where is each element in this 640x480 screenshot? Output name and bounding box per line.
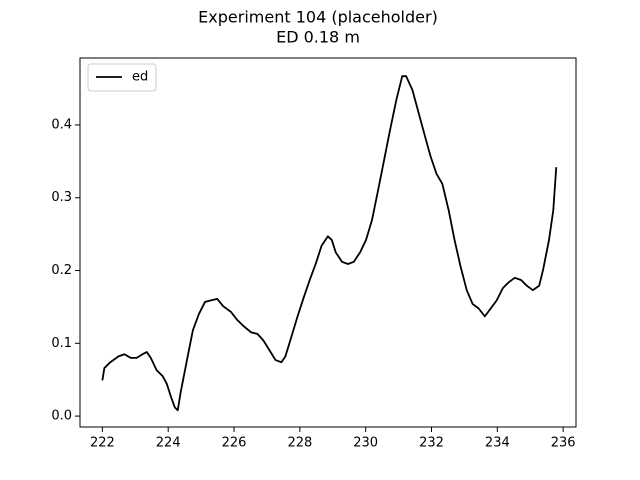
x-tick-label: 236 (551, 436, 576, 451)
x-tick-label: 230 (353, 436, 378, 451)
x-tick-label: 234 (485, 436, 510, 451)
axes-frame (79, 57, 577, 428)
data-line (101, 75, 558, 412)
legend-label: ed (132, 70, 148, 85)
y-tick-label: 0.3 (51, 190, 72, 205)
x-tick-label: 222 (90, 436, 115, 451)
chart-subtitle: ED 0.18 m (276, 28, 360, 47)
chart-title: Experiment 104 (placeholder) (198, 8, 438, 27)
x-tick-label: 226 (222, 436, 247, 451)
x-tick-label: 228 (287, 436, 312, 451)
x-tick-label: 232 (419, 436, 444, 451)
y-tick-label: 0.1 (51, 336, 72, 351)
y-tick-label: 0.4 (51, 117, 72, 132)
y-tick-label: 0.2 (51, 263, 72, 278)
y-tick-label: 0.0 (51, 409, 72, 424)
x-tick-label: 224 (156, 436, 181, 451)
